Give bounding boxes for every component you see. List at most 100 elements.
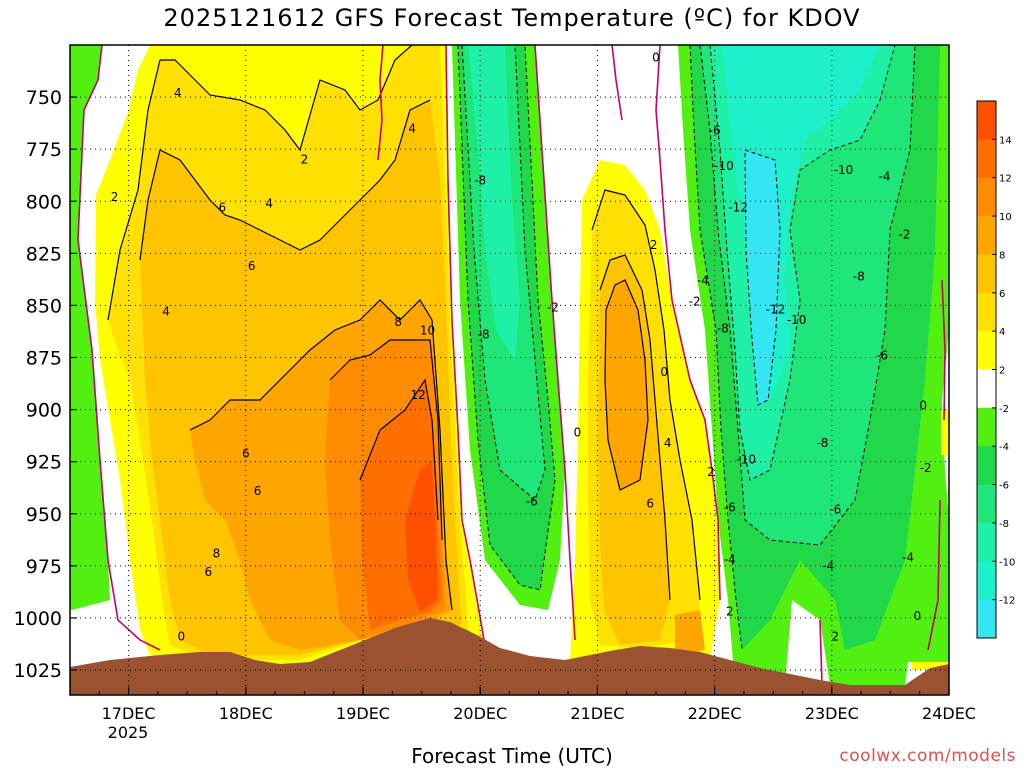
contour-line: [329, 339, 443, 541]
x-tick-label: 22DEC: [688, 704, 742, 723]
plot-area: [70, 45, 949, 695]
terrain-surface: [70, 618, 949, 695]
x-tick-label: 23DEC: [805, 704, 859, 723]
colorbar-swatch: [977, 484, 996, 524]
colorbar-tick-label: 2: [999, 366, 1005, 377]
contour-label: 2: [301, 153, 309, 167]
credit-link[interactable]: coolwx.com/models: [839, 746, 1016, 766]
colorbar-swatch: [977, 561, 996, 601]
y-tick-label: 975: [26, 556, 62, 578]
contour-label: -8: [816, 436, 828, 450]
contour-label: 2: [650, 238, 658, 252]
y-tick-label: 1025: [14, 660, 62, 682]
x-tick-label: 24DEC: [922, 704, 976, 723]
y-tick-label: 850: [26, 295, 62, 317]
zero-contour-line: [377, 45, 384, 161]
y-tick-label: 825: [26, 243, 62, 265]
colorbar-tick-label: -6: [999, 481, 1009, 492]
contour-label: 10: [420, 323, 435, 337]
contour-lines: [107, 45, 701, 611]
contour-line-dashed: [699, 45, 916, 546]
contour-label: 0: [919, 398, 927, 412]
band-t-10-8: [468, 45, 520, 360]
contour-label: -12: [766, 303, 786, 317]
contour-label: 2: [726, 605, 734, 619]
contour-label: -2: [920, 461, 932, 475]
contour-label: -4: [697, 273, 709, 287]
contour-label: 6: [248, 259, 256, 273]
x-tick-label: 17DEC: [102, 704, 156, 723]
contour-label: 0: [574, 426, 582, 440]
colorbar-tick-label: 14: [999, 135, 1012, 146]
x-axis-label: Forecast Time (UTC): [411, 744, 613, 768]
contour-label: 4: [408, 121, 416, 135]
zero-contour-line: [927, 499, 941, 651]
y-tick-label: 775: [26, 139, 62, 161]
contour-line: [189, 299, 453, 611]
contour-label: 2: [831, 630, 839, 644]
x-tick-year: 2025: [108, 723, 149, 742]
x-tick-label: 18DEC: [219, 704, 273, 723]
contour-label: 4: [265, 196, 273, 210]
colorbar-tick-label: 10: [999, 212, 1012, 223]
contour-label: 8: [394, 315, 402, 329]
colorbar: 14 12 10 8 6 4 2 -2 -4 -6 -8 -10 -12: [976, 100, 1015, 639]
contour-label: -2: [547, 301, 559, 315]
contour-label: -4: [822, 559, 834, 573]
x-axis: 17DEC 18DEC 19DEC 20DEC 21DEC 22DEC 23DEC 24DEC: [98, 687, 976, 723]
y-tick-label: 800: [26, 191, 62, 213]
contour-label: -8: [474, 173, 486, 187]
contour-line: [359, 378, 439, 521]
zero-contour-line: [941, 279, 946, 421]
contour-line-dashed: [461, 45, 546, 501]
contour-label: 4: [162, 305, 170, 319]
contour-label: 12: [410, 388, 425, 402]
contour-line: [604, 279, 649, 491]
band-t-8-10-d21-low: [675, 610, 705, 655]
warm-region-day17: [70, 45, 484, 666]
colorbar-tick-label: -10: [999, 557, 1015, 568]
contour-label: 6: [204, 565, 212, 579]
contour-label: 0: [652, 51, 660, 65]
colorbar-tick-label: -4: [999, 442, 1009, 453]
zero-contour-line: [445, 45, 501, 651]
cold-wedge-day20: [452, 45, 565, 610]
contour-label: 0: [178, 630, 186, 644]
contour-label: -6: [724, 501, 736, 515]
colorbar-swatch: [977, 177, 996, 217]
contour-label: 6: [242, 446, 250, 460]
cold-region-day22: [678, 45, 949, 685]
contour-label: -8: [717, 321, 729, 335]
contour-label: -4: [724, 553, 736, 567]
zero-contour-line: [534, 45, 576, 641]
colorbar-tick-label: -2: [999, 404, 1009, 415]
contour-label: 6: [646, 496, 654, 510]
contour-label: 2: [707, 465, 715, 479]
contour-label: -2: [898, 228, 910, 242]
contour-label: -8: [478, 328, 490, 342]
contour-label: 8: [213, 546, 221, 560]
contour-label: -6: [829, 503, 841, 517]
contour-label: 0: [660, 365, 668, 379]
contour-line: [599, 254, 671, 601]
colorbar-swatch: [977, 446, 996, 486]
band-t-le-12-east: [745, 150, 780, 405]
contour-label: -4: [879, 169, 891, 183]
zero-contour-line: [611, 45, 623, 121]
contour-label: 6: [219, 201, 227, 215]
contour-line-dashed: [744, 149, 781, 406]
colorbar-swatch: [977, 216, 996, 255]
colorbar-swatch: [977, 599, 996, 639]
contour-label: -6: [876, 348, 888, 362]
contour-label: 0: [914, 609, 922, 623]
colorbar-tick-label: -12: [999, 596, 1015, 607]
y-axis: 750 775 800 825 850 875 900 925 950 975 1000 1025: [14, 87, 77, 682]
colorbar-tick-label: 6: [999, 289, 1005, 300]
contour-label: -12: [728, 201, 748, 215]
contour-line: [591, 189, 701, 601]
colorbar-tick-label: -8: [999, 519, 1009, 530]
colorbar-tick-label: 4: [999, 327, 1005, 338]
band-t-ge-14: [405, 460, 438, 612]
